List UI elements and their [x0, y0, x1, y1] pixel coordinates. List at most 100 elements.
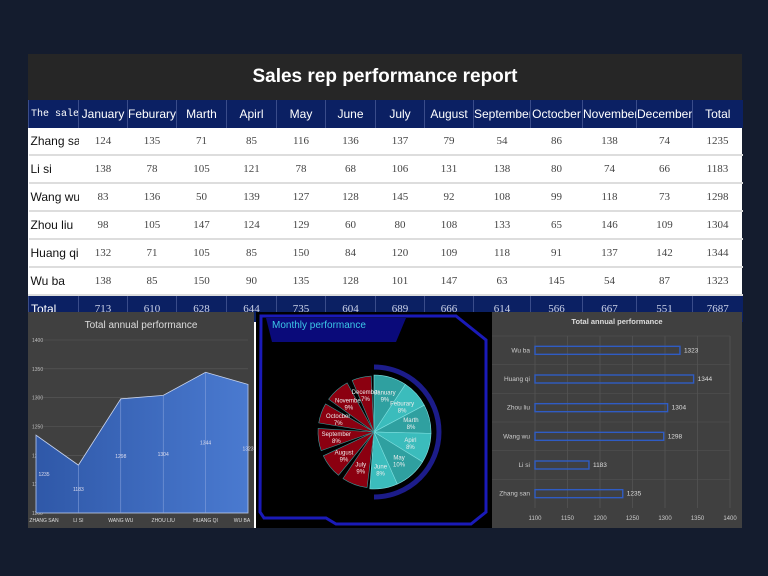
data-label: 1323: [684, 347, 699, 354]
cell: 118: [582, 183, 637, 212]
data-label: 1304: [672, 405, 687, 412]
x-tick-label: ZHOU LIU: [152, 518, 176, 524]
cell: 91: [530, 239, 583, 268]
cell: 78: [127, 155, 177, 184]
y-tick-label: Wang wu: [503, 433, 530, 440]
slice-percent: 7%: [361, 397, 370, 403]
cell: 85: [226, 128, 277, 156]
x-tick-label: 1200: [593, 516, 607, 522]
data-label: 1235: [38, 472, 49, 478]
cell: 136: [127, 183, 177, 212]
header-row: The salesJanuaryFeburaryMarthApirlMayJun…: [28, 100, 743, 128]
y-tick-label: Zhang san: [499, 491, 530, 498]
slice-percent: 9%: [381, 398, 390, 404]
cell: 1344: [692, 239, 743, 268]
cell: 50: [176, 183, 227, 212]
column-header: May: [276, 100, 326, 128]
column-header: August: [424, 100, 474, 128]
x-tick-label: 1350: [691, 516, 705, 522]
bar: [534, 431, 665, 442]
area-chart-panel: Total annual performance1100115012001250…: [28, 312, 254, 528]
cell: 74: [636, 128, 693, 156]
cell: 118: [473, 239, 531, 268]
cell: 136: [325, 128, 376, 156]
slice-percent: 8%: [398, 408, 407, 414]
cell: 147: [176, 211, 227, 240]
cell: 73: [636, 183, 693, 212]
report-title: Sales rep performance report: [28, 54, 742, 100]
pie-slice: [328, 382, 375, 433]
cell: 105: [176, 155, 227, 184]
column-header: The sales: [28, 100, 79, 128]
cell: 85: [226, 239, 277, 268]
column-header: Apirl: [226, 100, 277, 128]
pie-chart-panel: Monthly performance January 9% Feburary 8% Ma…: [256, 312, 492, 528]
data-label: 1183: [593, 462, 607, 469]
pie-slice: [317, 428, 375, 452]
slice-percent: 8%: [406, 445, 415, 451]
cell: 109: [636, 211, 693, 240]
cell: 86: [530, 128, 583, 156]
frame-border: [258, 314, 488, 526]
slice-percent: 9%: [340, 457, 349, 463]
cell: 145: [530, 267, 583, 296]
x-tick-label: HUANG QI: [193, 518, 218, 524]
cell: 1304: [692, 211, 743, 240]
column-header: Octocber: [530, 100, 583, 128]
table-row: Zhang san1241357185116136137795486138741…: [28, 128, 743, 156]
cell: 127: [276, 183, 326, 212]
cell: 138: [582, 128, 637, 156]
y-tick-label: Wu ba: [511, 347, 530, 354]
cell: 138: [78, 267, 128, 296]
slice-percent: 8%: [376, 471, 385, 477]
cell: 98: [78, 211, 128, 240]
pie-slice: [342, 431, 375, 488]
bar: [534, 402, 669, 413]
pie-slice: [369, 431, 398, 490]
slice-label: January: [374, 391, 395, 397]
cell: 90: [226, 267, 277, 296]
slice-label: July: [355, 463, 366, 469]
pie-slice: [322, 431, 375, 476]
cell: 131: [424, 155, 474, 184]
rep-name: Huang qi: [28, 239, 79, 268]
cell: 129: [276, 211, 326, 240]
cell: 105: [176, 239, 227, 268]
data-label: 1344: [200, 441, 211, 447]
cell: 121: [226, 155, 277, 184]
slice-label: May: [393, 456, 404, 462]
cell: 139: [226, 183, 277, 212]
chart-title: Total annual performance: [85, 320, 198, 331]
x-tick-label: WANG WU: [108, 518, 133, 524]
slice-percent: 7%: [334, 421, 343, 427]
cell: 68: [325, 155, 376, 184]
cell: 133: [473, 211, 531, 240]
x-tick-label: 1400: [723, 516, 737, 522]
cell: 54: [473, 128, 531, 156]
sales-table: The salesJanuaryFeburaryMarthApirlMayJun…: [28, 100, 743, 322]
cell: 84: [325, 239, 376, 268]
data-label: 1298: [115, 454, 126, 460]
table-row: Huang qi 132 71 105 85 150 84 120 109 118 91 137 142…: [28, 239, 743, 268]
cell: 138: [473, 155, 531, 184]
cell: 124: [78, 128, 128, 156]
x-tick-label: 1150: [561, 516, 575, 522]
y-tick-label: Li si: [518, 462, 530, 469]
cell: 80: [375, 211, 425, 240]
cell: 83: [78, 183, 128, 212]
cell: 79: [424, 128, 474, 156]
cell: 150: [176, 267, 227, 296]
cell: 135: [127, 128, 177, 156]
cell: 1183: [692, 155, 743, 184]
cell: 71: [176, 128, 227, 156]
cell: 142: [636, 239, 693, 268]
y-tick-label: 1300: [32, 396, 43, 402]
slice-label: June: [374, 464, 388, 470]
cell: 124: [226, 211, 277, 240]
chart-title: Total annual performance: [571, 317, 662, 326]
column-header: November: [582, 100, 637, 128]
pie-slice: [318, 403, 375, 433]
title-plate: [266, 318, 406, 342]
cell: 137: [582, 239, 637, 268]
rep-name: Zhang san: [28, 128, 79, 156]
